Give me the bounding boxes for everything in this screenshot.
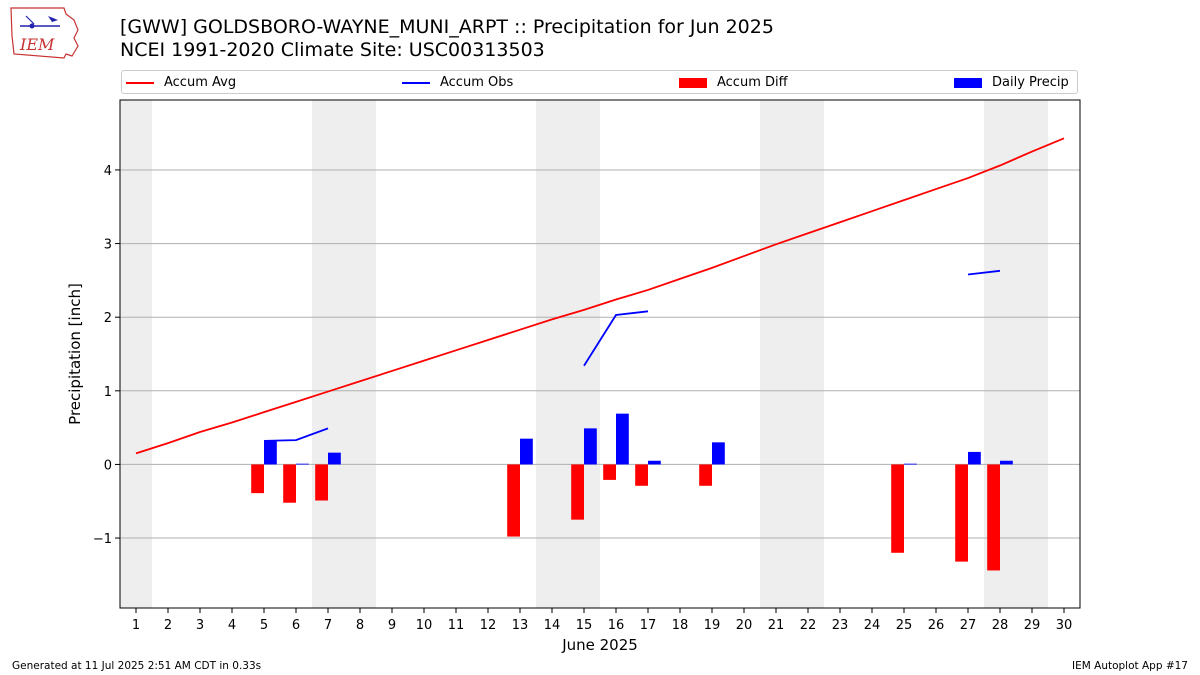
x-tick-label-10: 11: [448, 618, 465, 633]
chart-legend: Accum Avg Accum Obs Accum Diff Daily Pre…: [121, 70, 1078, 94]
legend-item-accum-diff: Accum Diff: [679, 74, 788, 91]
daily-precip-bar-day-28: [1000, 460, 1013, 465]
x-tick-label-6: 7: [324, 618, 332, 633]
x-tick-label-22: 23: [832, 618, 849, 633]
x-tick-label-0: 1: [132, 618, 140, 633]
x-tick-label-28: 29: [1024, 618, 1041, 633]
x-tick-label-21: 22: [800, 618, 817, 633]
accum-diff-bar-day-16: [603, 464, 616, 480]
weekend-shade-2: [536, 100, 600, 608]
daily-precip-bar-day-6: [296, 463, 309, 465]
accum-diff-bar-day-17: [635, 464, 648, 486]
legend-swatch-accum-diff: [679, 77, 707, 88]
weekend-shade-0: [120, 100, 152, 608]
legend-label-accum-obs: Accum Obs: [440, 75, 514, 90]
x-tick-label-15: 16: [608, 618, 625, 633]
x-tick-label-16: 17: [640, 618, 657, 633]
x-tick-label-29: 30: [1056, 618, 1073, 633]
x-tick-label-9: 10: [416, 618, 433, 633]
daily-precip-bar-day-19: [712, 442, 725, 465]
weekend-shade-3: [760, 100, 824, 608]
plot-frame: [119, 99, 1081, 609]
daily-precip-bar-day-13: [520, 438, 533, 465]
daily-precip-bar-day-17: [648, 460, 661, 465]
accum-diff-bar-day-15: [571, 464, 584, 520]
accum-diff-bar-day-25: [891, 464, 904, 553]
legend-swatch-accum-avg: [126, 81, 154, 84]
accum-diff-bar-day-19: [699, 464, 712, 486]
legend-swatch-accum-obs: [402, 81, 430, 84]
y-tick-label-5: 4: [104, 164, 112, 179]
accum-diff-bar-day-6: [283, 464, 296, 503]
accum-diff-bar-day-13: [507, 464, 520, 537]
x-tick-label-24: 25: [896, 618, 913, 633]
footer-app-id: IEM Autoplot App #17: [1072, 660, 1188, 672]
accum-avg-line: [135, 137, 1065, 455]
iem-logo-text: IEM: [19, 35, 55, 54]
x-tick-label-23: 24: [864, 618, 881, 633]
legend-label-accum-diff: Accum Diff: [717, 75, 788, 90]
x-tick-label-13: 14: [544, 618, 561, 633]
x-axis-label: June 2025: [561, 636, 638, 654]
y-tick-label-2: 1: [104, 385, 112, 400]
iem-logo: IEM: [10, 7, 79, 59]
footer-generated: Generated at 11 Jul 2025 2:51 AM CDT in …: [12, 660, 262, 672]
accum-obs-line-2: [967, 269, 1001, 276]
accum-obs-line-0: [263, 427, 329, 442]
x-tick-label-14: 15: [576, 618, 593, 633]
x-tick-label-11: 12: [480, 618, 497, 633]
x-tick-label-1: 2: [164, 618, 172, 633]
x-tick-label-18: 19: [704, 618, 721, 633]
legend-label-accum-avg: Accum Avg: [164, 75, 237, 90]
chart-title: [GWW] GOLDSBORO-WAYNE_MUNI_ARPT :: Preci…: [120, 16, 774, 38]
daily-precip-bar-day-7: [328, 452, 341, 465]
accum-diff-bar-day-27: [955, 464, 968, 562]
x-tick-label-2: 3: [196, 618, 204, 633]
chart-subtitle: NCEI 1991-2020 Climate Site: USC00313503: [120, 39, 545, 61]
legend-item-accum-avg: Accum Avg: [126, 74, 236, 91]
x-tick-label-25: 26: [928, 618, 945, 633]
x-tick-label-20: 21: [768, 618, 785, 633]
x-tick-label-27: 28: [992, 618, 1009, 633]
x-tick-label-19: 20: [736, 618, 753, 633]
daily-precip-bar-day-27: [968, 451, 981, 465]
x-tick-label-5: 6: [292, 618, 300, 633]
legend-item-accum-obs: Accum Obs: [402, 74, 513, 91]
x-tick-label-4: 5: [260, 618, 268, 633]
y-tick-label-1: 0: [104, 458, 112, 473]
x-tick-label-7: 8: [356, 618, 364, 633]
legend-label-daily-precip: Daily Precip: [992, 75, 1069, 90]
x-tick-label-17: 18: [672, 618, 689, 633]
legend-swatch-daily-precip: [954, 77, 982, 88]
y-tick-label-3: 2: [104, 311, 112, 326]
daily-precip-bar-day-15: [584, 428, 597, 465]
x-tick-label-8: 9: [388, 618, 396, 633]
x-tick-label-12: 13: [512, 618, 529, 633]
weekend-shade-1: [312, 100, 376, 608]
legend-item-daily-precip: Daily Precip: [954, 74, 1069, 91]
accum-diff-bar-day-5: [251, 464, 264, 494]
daily-precip-bar-day-25: [904, 463, 917, 465]
x-tick-label-26: 27: [960, 618, 977, 633]
accum-diff-bar-day-28: [987, 464, 1000, 571]
daily-precip-bar-day-5: [264, 440, 277, 465]
x-tick-label-3: 4: [228, 618, 236, 633]
accum-obs-line-1: [583, 310, 649, 367]
y-axis-label: Precipitation [inch]: [66, 283, 84, 425]
y-tick-label-4: 3: [104, 238, 112, 253]
accum-diff-bar-day-7: [315, 464, 328, 501]
title-block: [GWW] GOLDSBORO-WAYNE_MUNI_ARPT :: Preci…: [120, 16, 774, 62]
y-tick-label-0: −1: [93, 532, 112, 547]
daily-precip-bar-day-16: [616, 413, 629, 465]
